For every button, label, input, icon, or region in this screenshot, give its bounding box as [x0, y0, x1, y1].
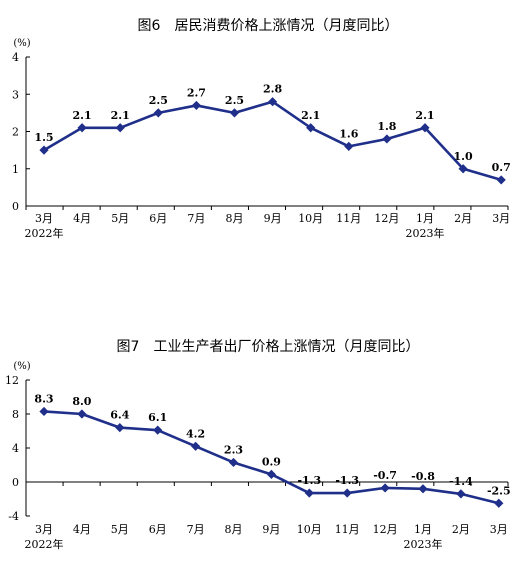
x-tick-label: 8月	[225, 523, 243, 536]
data-point	[304, 488, 314, 498]
year-label: 2022年	[25, 537, 64, 551]
data-point	[382, 134, 392, 144]
x-tick-label: 3月	[492, 212, 510, 225]
data-point	[306, 123, 316, 133]
x-tick-label: 1月	[416, 212, 434, 225]
x-tick-label: 1月	[414, 523, 432, 536]
y-tick-label: 0	[12, 476, 19, 489]
data-label: 1.8	[377, 120, 396, 133]
x-tick-label: 6月	[149, 212, 167, 225]
data-label: -0.7	[373, 469, 397, 482]
data-label: 4.2	[186, 427, 205, 440]
data-label: 6.1	[148, 411, 167, 424]
year-label: 2023年	[404, 537, 443, 551]
data-point	[344, 141, 354, 151]
x-tick-label: 2月	[454, 212, 472, 225]
data-point	[191, 441, 201, 451]
data-point	[39, 406, 49, 417]
data-label: 2.7	[187, 86, 206, 99]
data-point	[229, 108, 240, 118]
chart-2: 图7 工业生产者出厂价格上涨情况（月度同比） (%) -4 0 4 8 12 3月 4月 5月 6月…	[5, 339, 511, 551]
data-label: -2.5	[487, 484, 511, 497]
data-point	[342, 488, 352, 498]
x-tick-label: 4月	[73, 212, 91, 225]
chart-title: 图7 工业生产者出厂价格上涨情况（月度同比）	[117, 339, 420, 355]
y-tick-label: 2	[12, 126, 19, 139]
data-label: 2.8	[263, 83, 282, 96]
y-tick-label: -4	[8, 510, 19, 523]
data-label: 8.0	[72, 395, 91, 408]
data-point	[77, 123, 87, 133]
x-tick-label: 5月	[111, 523, 129, 536]
year-label: 2023年	[406, 226, 445, 240]
data-point	[77, 409, 87, 419]
x-tick-label: 7月	[187, 212, 205, 225]
data-point	[494, 498, 504, 508]
x-tick-label: 9月	[262, 523, 280, 536]
x-tick-label: 12月	[373, 523, 398, 536]
data-point	[420, 123, 430, 133]
x-tick-label: 5月	[111, 212, 129, 225]
data-point	[266, 469, 276, 479]
x-tick-label: 10月	[297, 523, 322, 536]
y-tick-label: 4	[12, 442, 19, 455]
data-label: 2.1	[111, 109, 130, 122]
data-label: 2.5	[225, 94, 244, 107]
data-label: 1.6	[339, 127, 358, 140]
x-tick-label: 7月	[187, 523, 205, 536]
x-tick-label: 6月	[149, 523, 167, 536]
x-tick-label: 11月	[336, 212, 361, 225]
data-label: 2.1	[301, 109, 320, 122]
data-point	[153, 425, 163, 435]
y-tick-label: 3	[12, 88, 19, 101]
x-tick-label: 3月	[490, 523, 508, 536]
data-label: -0.8	[411, 470, 435, 483]
data-label: -1.3	[297, 474, 321, 487]
y-tick-label: 8	[12, 408, 19, 421]
data-label: 6.4	[110, 409, 129, 422]
x-tick-label: 9月	[264, 212, 282, 225]
x-tick-label: 3月	[35, 212, 53, 225]
data-label: -1.3	[335, 474, 359, 487]
data-label: 8.3	[34, 392, 53, 405]
data-point	[458, 164, 468, 174]
data-label: 2.3	[224, 443, 243, 456]
x-tick-label: 4月	[73, 523, 91, 536]
data-point	[418, 484, 428, 494]
x-tick-label: 12月	[374, 212, 399, 225]
data-label: 2.1	[73, 109, 92, 122]
data-point	[153, 108, 163, 118]
data-label: 0.7	[492, 161, 511, 174]
y-unit-label: (%)	[13, 361, 30, 372]
x-tick-label: 2月	[452, 523, 470, 536]
x-tick-label: 11月	[335, 523, 360, 536]
y-tick-label: 1	[12, 163, 19, 176]
y-unit-label: (%)	[13, 38, 30, 49]
y-tick-label: 4	[12, 51, 19, 64]
data-point	[456, 489, 466, 499]
data-point	[496, 175, 506, 185]
data-point	[191, 100, 201, 111]
year-label: 2022年	[25, 226, 64, 240]
data-point	[228, 457, 239, 468]
data-label: 1.0	[454, 150, 473, 163]
data-point	[380, 483, 390, 493]
data-point	[268, 97, 278, 107]
data-label: -1.4	[449, 475, 473, 488]
chart-1: 图6 居民消费价格上涨情况（月度同比） (%) 0 1 2 3 4 3月 4月 5月 6月 7月 8月 9…	[12, 18, 511, 240]
data-point	[39, 145, 49, 155]
data-label: 0.9	[262, 455, 281, 468]
x-tick-label: 8月	[226, 212, 244, 225]
chart-title: 图6 居民消费价格上涨情况（月度同比）	[138, 18, 399, 34]
y-tick-label: 12	[5, 374, 19, 387]
x-tick-label: 3月	[35, 523, 53, 536]
data-point	[115, 423, 125, 433]
data-point	[115, 123, 125, 133]
y-tick-label: 0	[12, 200, 19, 213]
data-label: 1.5	[34, 131, 53, 144]
data-label: 2.1	[415, 109, 434, 122]
data-label: 2.5	[149, 94, 168, 107]
x-tick-label: 10月	[298, 212, 323, 225]
